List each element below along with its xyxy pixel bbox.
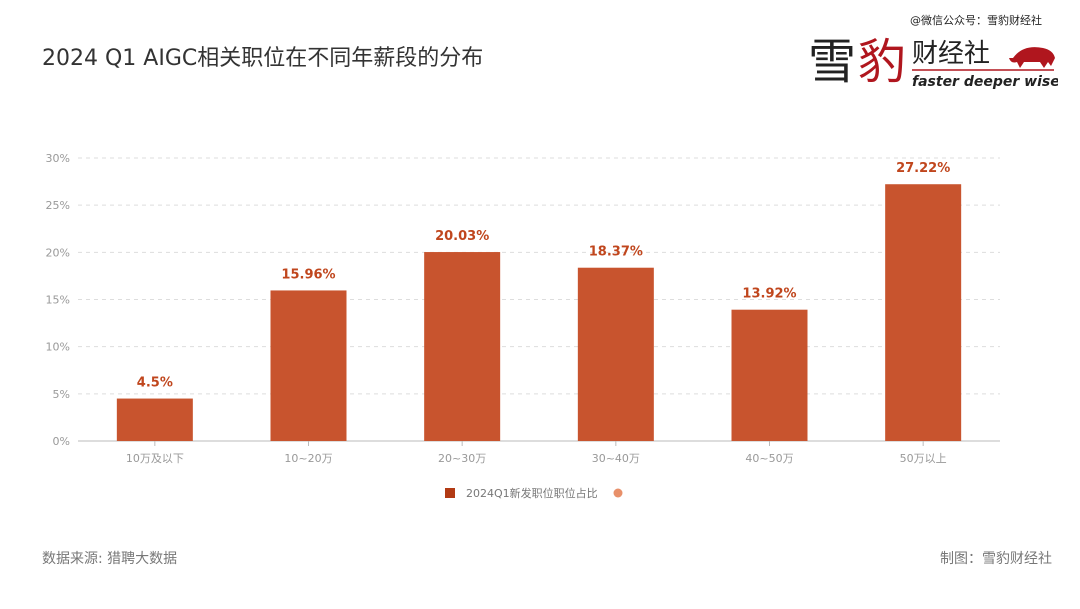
- y-tick-label: 25%: [46, 199, 70, 212]
- data-label: 4.5%: [137, 376, 173, 391]
- data-source: 数据来源: 猎聘大数据: [42, 551, 178, 567]
- y-tick-label: 30%: [46, 152, 70, 165]
- y-tick-label: 0%: [53, 435, 70, 448]
- y-tick-label: 20%: [46, 246, 70, 259]
- y-tick-label: 10%: [46, 341, 70, 354]
- x-tick-label: 20~30万: [438, 452, 486, 465]
- x-tick-label: 40~50万: [745, 452, 793, 465]
- bar-chart: 0% 5% 10% 15% 20% 25% 30% 4.5% 10万及以下 15.96% 10~20…: [46, 152, 1000, 500]
- data-label: 18.37%: [589, 245, 643, 260]
- legend-label: 2024Q1新发职位职位占比: [466, 486, 598, 500]
- chart-credit: 制图：雪豹财经社: [940, 551, 1052, 567]
- bar: [577, 267, 654, 441]
- bar: [270, 290, 347, 441]
- bar: [731, 309, 808, 441]
- y-tick-label: 5%: [53, 388, 70, 401]
- data-label: 13.92%: [742, 287, 796, 302]
- data-label: 27.22%: [896, 161, 950, 176]
- svg-text:财经社: 财经社: [912, 39, 990, 69]
- svg-text:豹: 豹: [858, 34, 906, 90]
- bar: [116, 398, 193, 441]
- logo: 雪 豹 财经社 faster deeper wiser: [808, 34, 1058, 90]
- x-tick-label: 10万及以下: [126, 452, 184, 465]
- y-tick-label: 15%: [46, 294, 70, 307]
- chart-title: 2024 Q1 AIGC相关职位在不同年薪段的分布: [42, 46, 484, 71]
- x-tick-label: 10~20万: [284, 452, 332, 465]
- bar: [885, 184, 962, 441]
- x-tick-label: 30~40万: [592, 452, 640, 465]
- bar: [424, 252, 501, 441]
- legend-dot: [613, 488, 623, 498]
- data-label: 15.96%: [281, 267, 335, 282]
- data-label: 20.03%: [435, 229, 489, 244]
- x-tick-label: 50万以上: [900, 452, 947, 465]
- watermark: @微信公众号：雪豹财经社: [910, 14, 1042, 27]
- legend-swatch: [445, 488, 455, 498]
- svg-text:faster deeper wiser: faster deeper wiser: [912, 74, 1058, 90]
- svg-text:雪: 雪: [808, 34, 856, 90]
